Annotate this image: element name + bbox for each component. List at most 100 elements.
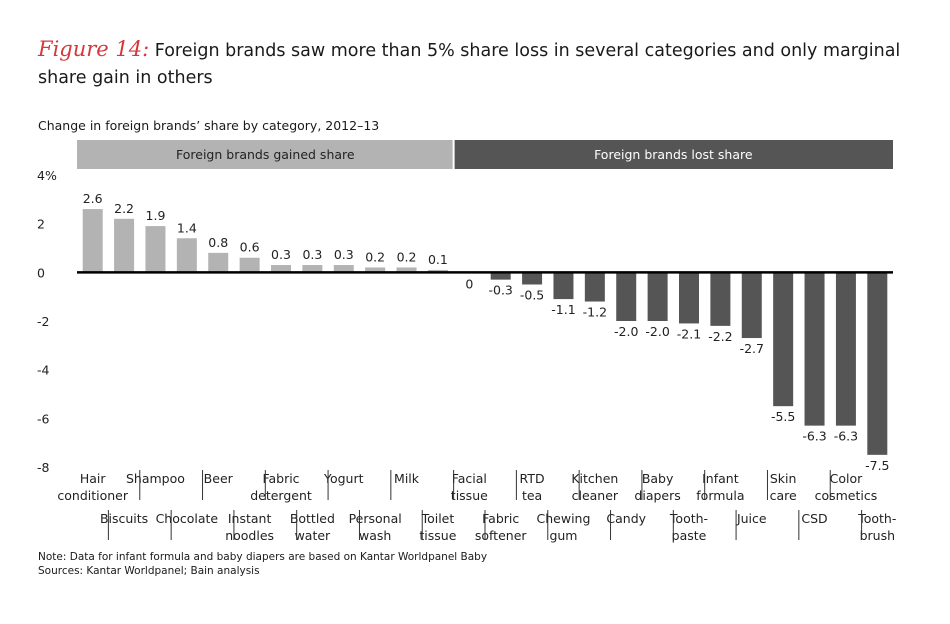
y-tick-label: 2 [37,217,45,232]
category-label: Fabric [482,511,519,526]
bar [522,272,543,285]
value-label: 0.3 [271,247,291,262]
category-label: Beer [204,471,234,486]
bar [82,209,103,273]
category-label: Fabric [262,471,299,486]
category-label: Facial [452,471,487,486]
bar [239,257,260,273]
category-label: Toilet [421,511,455,526]
value-label: -2.1 [677,326,701,341]
bar [804,272,825,426]
bar [396,267,417,273]
category-label: Yogurt [323,471,364,486]
value-label: -0.5 [520,288,544,303]
category-label: Milk [394,471,420,486]
y-tick-label: 0 [37,265,45,280]
band-label-gained: Foreign brands gained share [176,147,355,162]
value-label: 0 [465,276,473,291]
category-label: diapers [634,488,680,503]
note-text: Note: Data for infant formula and baby d… [38,551,488,563]
bar [302,265,323,273]
bar [679,272,699,324]
category-label: brush [860,528,895,543]
band-gained [77,140,453,169]
category-label: Instant [228,511,272,526]
value-label: 2.2 [114,201,134,216]
value-label: -1.2 [583,305,607,320]
band-lost [454,140,893,169]
bar [145,226,166,273]
category-label: cleaner [572,488,619,503]
value-label: -2.7 [740,341,764,356]
bar [176,238,197,273]
band-label-lost: Foreign brands lost share [594,147,753,162]
value-label: -6.3 [834,429,858,444]
value-label: -7.5 [865,458,889,473]
category-label: Candy [606,511,646,526]
value-label: 0.8 [208,235,228,250]
bar [710,272,731,326]
category-label: paste [672,528,707,543]
value-label: 0.6 [240,240,260,255]
value-label: -0.3 [488,283,512,298]
category-label: Chocolate [156,511,219,526]
value-label: 0.1 [428,252,448,267]
title-text: Foreign brands saw more than 5% share lo… [38,41,901,88]
category-label: Chewing [537,511,591,526]
category-label: CSD [801,511,827,526]
category-label: Juice [736,511,767,526]
y-tick-label: -6 [37,411,50,426]
bar [867,272,888,455]
category-label: conditioner [57,488,128,503]
bar [114,218,135,273]
y-tick-label: -8 [37,460,50,475]
y-tick-label: 4% [37,168,57,183]
category-label: Tooth- [857,511,896,526]
figure-label: Figure 14: [38,37,150,61]
value-label: 0.2 [365,249,385,264]
value-label: 1.4 [177,220,197,235]
bar [741,272,762,339]
value-label: -1.1 [551,302,575,317]
value-label: 0.3 [302,247,322,262]
category-label: formula [696,488,744,503]
value-label: 0.2 [397,249,417,264]
category-label: Hair [80,471,107,486]
value-label: -2.0 [614,324,638,339]
bar [773,272,794,407]
category-label: softener [475,528,528,543]
value-label: 0.3 [334,247,354,262]
value-label: -2.2 [708,329,732,344]
value-label: -2.0 [645,324,669,339]
category-label: detergent [250,488,312,503]
chart-title: Figure 14: Foreign brands saw more than … [38,36,918,92]
sources-text: Sources: Kantar Worldpanel; Bain analysi… [38,565,260,577]
category-label: tissue [451,488,488,503]
category-label: Tooth- [669,511,708,526]
chart-subtitle: Change in foreign brands’ share by categ… [38,118,380,133]
bar [616,272,637,321]
notes: Note: Data for infant formula and baby d… [38,550,487,578]
category-label: tea [522,488,542,503]
bar [835,272,856,426]
category-label: Color [830,471,863,486]
category-label: Infant [702,471,739,486]
value-label: -6.3 [802,429,826,444]
category-label: RTD [520,471,545,486]
category-label: Kitchen [571,471,618,486]
bar [647,272,668,321]
category-label: Personal [349,511,402,526]
value-label: -5.5 [771,409,795,424]
value-label: 1.9 [146,208,166,223]
category-label: Skin [770,471,797,486]
y-tick-label: -4 [37,363,50,378]
category-label: noodles [225,528,274,543]
value-label: 2.6 [83,191,103,206]
bar [271,265,291,273]
bar [584,272,605,302]
category-label: Baby [642,471,674,486]
category-label: Shampoo [126,471,185,486]
bar [490,272,511,280]
category-label: Bottled [290,511,335,526]
